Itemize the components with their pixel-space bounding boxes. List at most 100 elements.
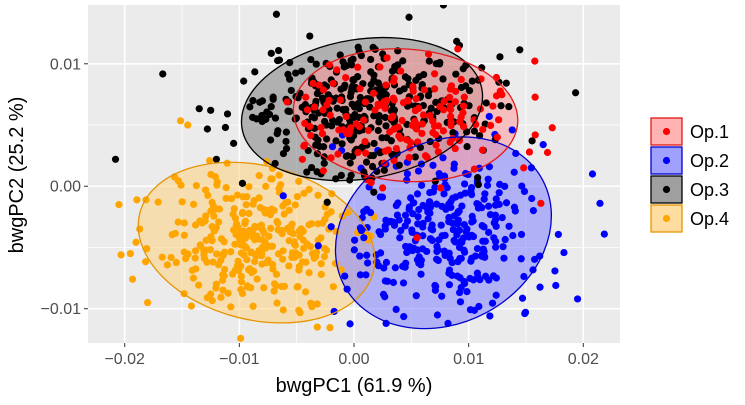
data-point-op1 xyxy=(300,141,308,149)
data-point-op1 xyxy=(430,70,439,78)
data-point-op4 xyxy=(201,186,210,194)
data-point-op4 xyxy=(291,201,299,209)
data-point-op2 xyxy=(433,242,441,250)
legend-label-op3: Op.3 xyxy=(690,180,729,200)
data-point-op2 xyxy=(486,312,494,320)
data-point-op3 xyxy=(474,174,482,182)
data-point-op2 xyxy=(393,211,402,219)
data-point-op4 xyxy=(286,228,294,236)
data-point-op3 xyxy=(313,150,321,158)
data-point-op4 xyxy=(189,274,198,282)
data-point-op2 xyxy=(433,247,441,256)
data-point-op3 xyxy=(395,161,403,169)
ellipse-outlines xyxy=(137,36,553,330)
data-point-op2 xyxy=(419,232,427,240)
data-point-op1 xyxy=(336,96,344,104)
data-point-op4 xyxy=(238,228,246,236)
data-point-op3 xyxy=(292,69,300,77)
data-point-op4 xyxy=(305,221,313,229)
data-point-op3 xyxy=(340,63,348,71)
data-point-op4 xyxy=(258,260,266,268)
data-point-op1 xyxy=(283,98,291,106)
data-point-op3 xyxy=(349,76,357,84)
data-point-op3 xyxy=(212,155,221,163)
data-point-op2 xyxy=(456,254,464,263)
data-point-op4 xyxy=(329,283,337,291)
data-point-op3 xyxy=(340,84,348,92)
data-point-op2 xyxy=(449,194,457,202)
y-tick-label: 0.00 xyxy=(50,179,81,196)
data-point-op2 xyxy=(314,242,322,250)
data-point-op4 xyxy=(222,194,230,203)
data-point-op4 xyxy=(247,249,255,257)
data-point-op4 xyxy=(234,257,242,265)
data-point-op3 xyxy=(336,51,344,59)
data-point-op2 xyxy=(413,190,422,198)
legend-marker-op2 xyxy=(662,156,671,165)
data-point-op2 xyxy=(438,292,446,300)
data-point-op1 xyxy=(446,106,455,114)
data-point-op4 xyxy=(305,185,313,194)
data-point-op3 xyxy=(463,142,471,151)
data-point-op3 xyxy=(262,115,270,123)
ellipse-outline-op1 xyxy=(292,48,519,183)
data-point-op4 xyxy=(237,241,245,249)
data-point-op1 xyxy=(418,120,427,128)
data-point-op3 xyxy=(405,13,413,21)
data-point-op3 xyxy=(474,180,482,189)
data-point-op3 xyxy=(381,113,389,122)
data-point-op2 xyxy=(520,187,529,196)
data-point-op2 xyxy=(389,278,398,287)
data-point-op2 xyxy=(518,182,526,190)
data-point-op4 xyxy=(272,270,281,278)
data-point-op2 xyxy=(417,270,425,278)
data-point-op3 xyxy=(265,110,274,119)
data-point-op3 xyxy=(383,134,391,142)
data-point-op2 xyxy=(389,218,397,226)
data-point-op3 xyxy=(482,99,490,107)
data-point-op1 xyxy=(319,106,327,114)
data-point-op3 xyxy=(367,55,375,64)
data-point-op4 xyxy=(143,245,151,253)
data-point-op2 xyxy=(502,199,511,207)
data-point-op4 xyxy=(213,178,221,186)
data-point-op4 xyxy=(305,269,313,277)
data-point-op3 xyxy=(267,49,275,57)
data-point-op4 xyxy=(274,250,283,258)
x-tick-label: 0.01 xyxy=(453,351,484,368)
data-point-op3 xyxy=(337,171,345,180)
data-point-op1 xyxy=(360,116,368,124)
data-point-op4 xyxy=(206,157,214,165)
data-point-op4 xyxy=(302,288,310,296)
data-point-op3 xyxy=(303,168,311,176)
data-point-op1 xyxy=(362,149,370,157)
data-point-op2 xyxy=(444,319,452,328)
data-point-op2 xyxy=(397,226,405,235)
data-point-op1 xyxy=(354,148,362,157)
data-points xyxy=(111,5,608,342)
series-op4-points xyxy=(115,117,378,342)
ellipse-outline-op3 xyxy=(240,36,484,182)
data-point-op3 xyxy=(230,139,238,147)
data-point-op4 xyxy=(295,227,303,235)
data-point-op4 xyxy=(292,249,300,257)
data-point-op2 xyxy=(399,279,408,287)
data-point-op4 xyxy=(256,204,264,212)
data-point-op2 xyxy=(456,288,464,297)
data-point-op1 xyxy=(548,124,556,132)
data-point-op2 xyxy=(432,255,441,263)
data-point-op1 xyxy=(369,89,378,97)
data-point-op2 xyxy=(379,290,388,298)
data-point-op2 xyxy=(492,216,500,224)
data-point-op1 xyxy=(415,104,423,112)
data-point-op2 xyxy=(573,295,582,303)
data-point-op1 xyxy=(434,122,443,130)
data-point-op3 xyxy=(221,123,230,132)
data-point-op2 xyxy=(552,281,560,290)
data-point-op4 xyxy=(284,198,292,206)
data-point-op1 xyxy=(319,167,328,175)
data-point-op3 xyxy=(312,60,320,68)
legend-label-op2: Op.2 xyxy=(690,151,729,171)
data-point-op2 xyxy=(469,276,478,284)
data-point-op4 xyxy=(208,223,216,231)
